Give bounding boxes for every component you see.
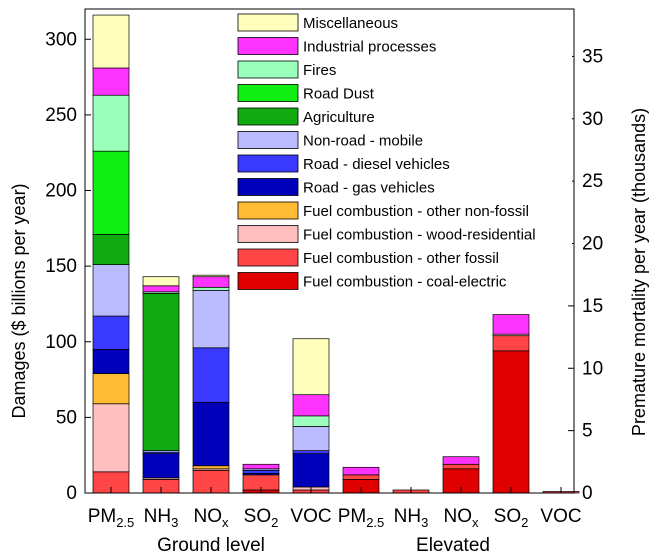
y-right-tick-label: 15 bbox=[582, 296, 603, 317]
bar-segment bbox=[92, 403, 130, 473]
bar-segment bbox=[92, 373, 130, 405]
bar-segment bbox=[292, 450, 330, 455]
legend-label: Fuel combustion - other non-fossil bbox=[303, 203, 529, 220]
legend-swatch bbox=[237, 272, 299, 290]
bar-segment bbox=[242, 463, 280, 470]
y-tick-label: 200 bbox=[45, 181, 77, 202]
legend-label: Fires bbox=[303, 62, 336, 79]
bar-segment bbox=[192, 289, 230, 349]
legend-swatch bbox=[237, 201, 299, 220]
y-tick-label: 300 bbox=[45, 29, 77, 50]
bar-segment bbox=[292, 394, 330, 417]
y-axis-label: Damages ($ billions per year) bbox=[9, 183, 29, 418]
y-right-tick-label: 10 bbox=[582, 358, 603, 379]
legend-swatch bbox=[237, 37, 299, 55]
bar-segment bbox=[492, 314, 530, 335]
y-tick-label: 100 bbox=[45, 332, 77, 353]
legend-swatch bbox=[237, 60, 299, 79]
x-tick-label: SO2 bbox=[494, 506, 529, 530]
bar-segment bbox=[492, 335, 530, 352]
legend-label: Fuel combustion - coal-electric bbox=[303, 274, 507, 291]
legend-swatch bbox=[237, 13, 299, 32]
bar-segment bbox=[92, 348, 130, 374]
legend-label: Fuel combustion - wood-residential bbox=[303, 227, 536, 244]
bar-segment bbox=[92, 150, 130, 235]
legend-label: Agriculture bbox=[303, 109, 375, 126]
legend-label: Road - diesel vehicles bbox=[303, 156, 450, 173]
bar-segment bbox=[192, 276, 230, 288]
legend-swatch bbox=[237, 248, 299, 267]
x-tick-label: VOC bbox=[290, 506, 331, 527]
bar-segment bbox=[242, 469, 280, 474]
bar-segment bbox=[292, 426, 330, 452]
legend-label: Road Dust bbox=[303, 86, 375, 103]
bars-layer bbox=[92, 14, 580, 494]
group-label-ground-level: Ground level bbox=[157, 535, 265, 555]
bar-segment bbox=[92, 67, 130, 96]
bar-segment bbox=[92, 94, 130, 152]
x-tick-label: PM2.5 bbox=[338, 506, 385, 530]
y-right-tick-label: 25 bbox=[582, 171, 603, 192]
y-right-tick-label: 35 bbox=[582, 46, 603, 67]
legend-label: Road - gas vehicles bbox=[303, 180, 435, 197]
y-right-tick-label: 30 bbox=[582, 109, 603, 130]
legend-label: Fuel combustion - other fossil bbox=[303, 250, 499, 267]
y-axis-right-label: Premature mortality per year (thousands) bbox=[629, 108, 649, 436]
x-tick-label: NOx bbox=[194, 506, 230, 530]
bar-segment bbox=[142, 453, 180, 479]
legend-swatch bbox=[237, 84, 299, 102]
bar-segment bbox=[192, 274, 230, 278]
legend-label: Non-road - mobile bbox=[303, 133, 423, 150]
labels-layer: Damages ($ billions per year) Premature … bbox=[9, 108, 649, 555]
bar-segment bbox=[192, 465, 230, 470]
legend-label: Industrial processes bbox=[303, 39, 436, 56]
y-tick-label: 0 bbox=[66, 483, 77, 504]
bar-segment bbox=[342, 466, 380, 476]
plot-frame bbox=[84, 8, 575, 494]
legend: Miscellaneous Industrial processes Fires Ro… bbox=[233, 10, 572, 298]
bar-segment bbox=[492, 350, 530, 494]
bar-segment bbox=[292, 338, 330, 396]
bar-segment bbox=[442, 456, 480, 465]
bar-segment bbox=[92, 14, 130, 69]
legend-swatch bbox=[237, 178, 299, 196]
bar-segment bbox=[192, 347, 230, 403]
y-tick-label: 50 bbox=[56, 407, 77, 428]
bar-segment bbox=[142, 285, 180, 293]
axes-layer: 0 50 100 150 200 250 300 0 5 10 15 20 25 30 35 bbox=[45, 8, 603, 504]
x-tick-label: NOx bbox=[444, 506, 480, 530]
bar-segment bbox=[292, 415, 330, 427]
y-right-tick-label: 0 bbox=[582, 483, 593, 504]
bar-segment bbox=[342, 474, 380, 480]
legend-swatch bbox=[237, 154, 299, 173]
bar-segment bbox=[92, 234, 130, 265]
bar-segment bbox=[192, 286, 230, 291]
legend-label: Miscellaneous bbox=[303, 15, 398, 32]
y-right-tick-label: 20 bbox=[582, 234, 603, 255]
x-tick-label: PM2.5 bbox=[88, 506, 135, 530]
legend-swatch bbox=[237, 107, 299, 126]
group-label-elevated: Elevated bbox=[416, 535, 490, 555]
bar-segment bbox=[192, 401, 230, 467]
y-tick-label: 150 bbox=[45, 256, 77, 277]
x-tick-label: NH3 bbox=[394, 506, 429, 530]
y-tick-label: 250 bbox=[45, 105, 77, 126]
x-tick-label: VOC bbox=[540, 506, 581, 527]
bar-segment bbox=[292, 453, 330, 488]
y-right-tick-label: 5 bbox=[582, 421, 593, 442]
bar-segment bbox=[92, 264, 130, 317]
x-tick-label: NH3 bbox=[144, 506, 179, 530]
bar-segment bbox=[142, 276, 180, 287]
x-tick-label: SO2 bbox=[244, 506, 279, 530]
bar-segment bbox=[442, 463, 480, 470]
bar-segment bbox=[142, 293, 180, 452]
legend-swatch bbox=[237, 131, 299, 149]
legend-swatch bbox=[237, 225, 299, 243]
bar-segment bbox=[92, 315, 130, 350]
